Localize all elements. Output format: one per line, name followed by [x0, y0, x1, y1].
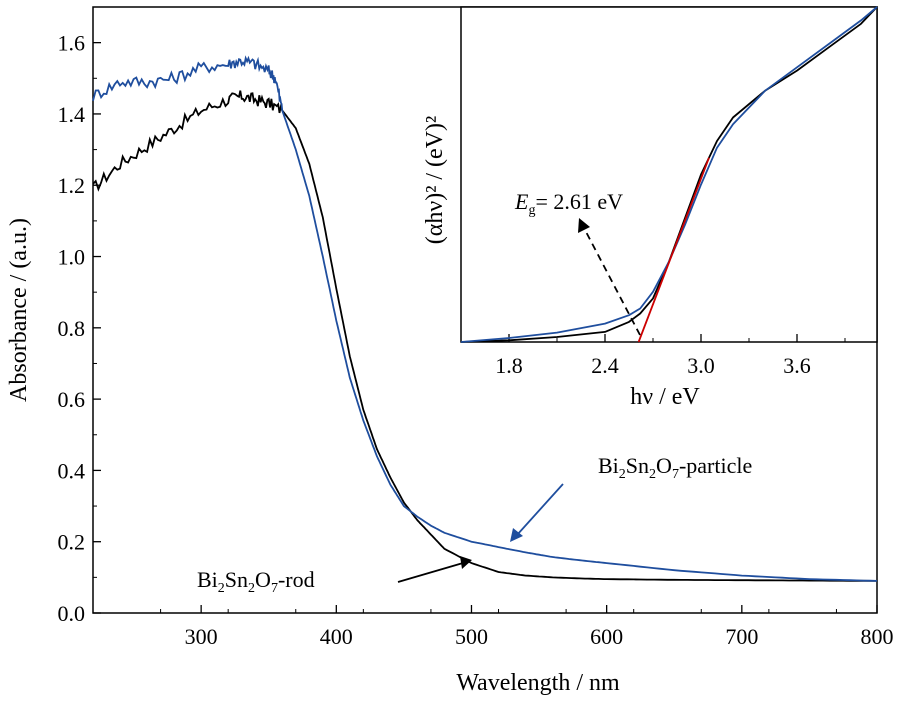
x-tick-label: 500	[455, 624, 488, 649]
series-line-particle	[92, 55, 878, 582]
x-tick-label: 700	[725, 624, 758, 649]
y-tick-label: 1.4	[58, 102, 86, 127]
main-series-group	[92, 55, 878, 582]
inset-x-tick-label: 3.0	[687, 353, 715, 378]
rod-arrowhead	[460, 556, 472, 569]
y-tick-label: 0.0	[58, 601, 86, 626]
rod-annotation: Bi2Sn2O7-rod	[197, 567, 315, 596]
bandgap-arrowhead	[578, 218, 590, 233]
y-tick-label: 1.0	[58, 245, 86, 270]
particle-arrowhead	[510, 528, 523, 542]
inset-series-group	[460, 6, 878, 343]
series-line-rod	[92, 90, 877, 582]
x-tick-label: 400	[320, 624, 353, 649]
bandgap-annotation: Eg= 2.61 eV	[514, 189, 623, 218]
inset-y-axis-label: (αhν)² / (eV)²	[422, 116, 448, 244]
bandgap-arrow	[583, 227, 641, 336]
inset-axis-ticks: 1.8 2.4 3.0 3.6	[495, 334, 846, 378]
y-tick-label: 0.2	[58, 530, 86, 555]
x-axis-label: Wavelength / nm	[456, 670, 620, 696]
inset-x-axis-label: hν / eV	[630, 384, 700, 410]
y-tick-label: 1.6	[58, 31, 86, 56]
main-axis-ticks: 300 400 500 600 700 800 0.0 0.2 0.4 0.6 0.8 1.0 1.2 1…	[58, 6, 894, 649]
y-tick-label: 0.6	[58, 387, 86, 412]
x-tick-label: 800	[861, 624, 894, 649]
x-tick-label: 600	[590, 624, 623, 649]
inset-series-line-particle	[460, 6, 878, 343]
x-tick-label: 300	[185, 624, 218, 649]
inset-tangent-line	[637, 157, 710, 343]
y-axis-label: Absorbance / (a.u.)	[6, 218, 32, 402]
inset-x-tick-label: 2.4	[591, 353, 619, 378]
inset-x-tick-label: 1.8	[495, 353, 523, 378]
y-tick-label: 0.4	[58, 458, 86, 483]
y-tick-label: 1.2	[58, 173, 86, 198]
inset-x-tick-label: 3.6	[783, 353, 811, 378]
y-tick-label: 0.8	[58, 316, 86, 341]
rod-arrow	[397, 562, 464, 583]
particle-arrow	[516, 483, 564, 536]
particle-annotation: Bi2Sn2O7-particle	[598, 453, 752, 482]
